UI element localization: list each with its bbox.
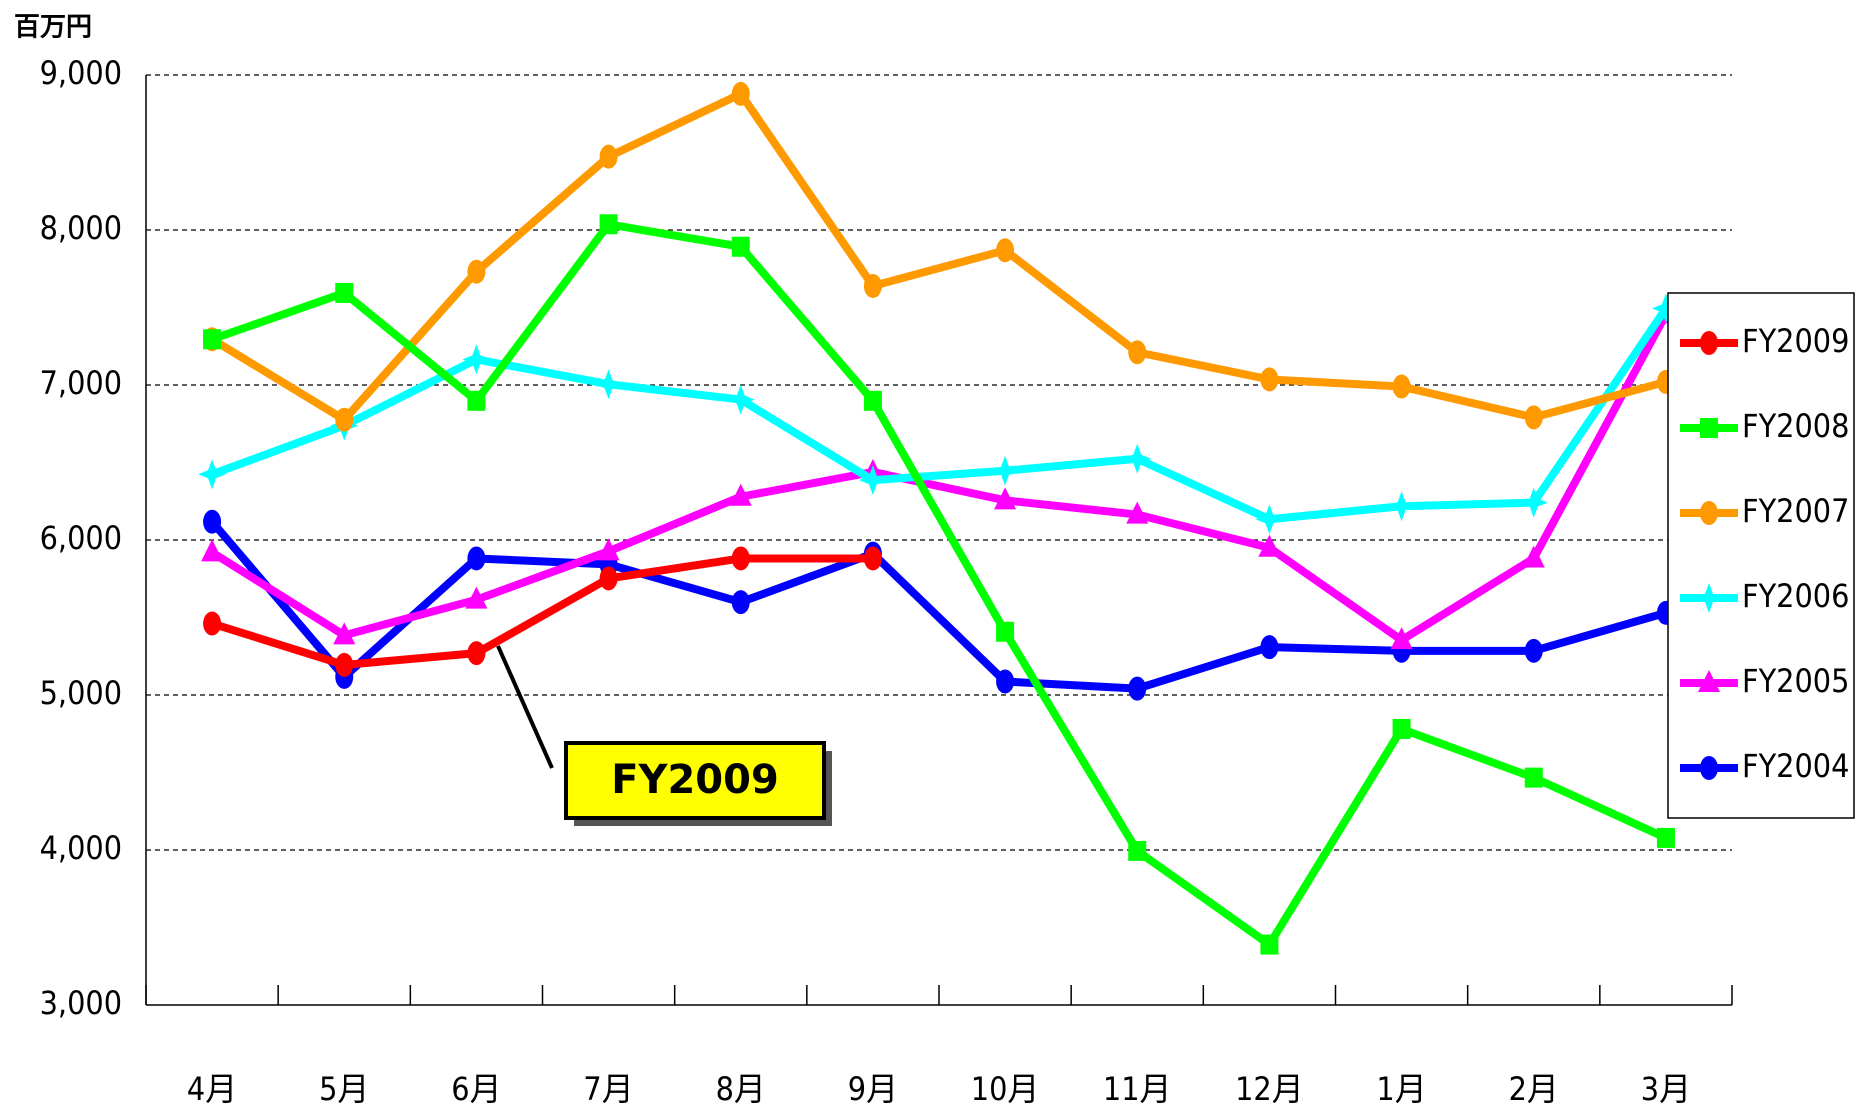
marker	[996, 621, 1015, 642]
marker	[1695, 583, 1723, 613]
marker	[1700, 501, 1718, 525]
marker	[465, 586, 488, 609]
marker	[1700, 756, 1718, 780]
marker	[863, 390, 882, 411]
marker	[198, 459, 227, 490]
y-tick-label: 6,000	[40, 519, 122, 557]
marker	[1524, 638, 1543, 663]
marker	[731, 236, 750, 257]
marker	[467, 641, 486, 666]
legend-label: FY2007	[1742, 492, 1849, 530]
marker	[1126, 501, 1149, 524]
marker	[1255, 504, 1284, 535]
marker	[1651, 293, 1680, 324]
marker	[996, 669, 1015, 694]
x-tick-label: 2月	[1509, 1070, 1559, 1108]
marker	[1700, 418, 1718, 438]
marker	[1258, 534, 1281, 557]
unit-label: 百万円	[14, 13, 92, 43]
marker	[1392, 718, 1411, 739]
marker	[1522, 545, 1545, 568]
y-tick-label: 3,000	[40, 984, 122, 1022]
annotation: FY2009	[611, 757, 779, 803]
x-tick-label: 3月	[1641, 1070, 1691, 1108]
marker	[203, 329, 222, 350]
marker	[467, 546, 486, 571]
marker	[467, 390, 486, 411]
y-tick-label: 8,000	[40, 209, 122, 247]
x-tick-label: 9月	[848, 1070, 898, 1108]
legend-label: FY2004	[1742, 747, 1849, 785]
marker	[1260, 367, 1279, 392]
marker	[858, 465, 887, 496]
marker	[729, 483, 752, 506]
marker	[462, 344, 491, 375]
annotation-leader	[496, 645, 554, 769]
marker	[1128, 340, 1147, 365]
marker	[599, 144, 618, 169]
marker	[1260, 635, 1279, 660]
marker	[1387, 491, 1416, 522]
series-line	[210, 554, 873, 669]
marker	[203, 509, 222, 534]
marker	[597, 538, 620, 561]
series-line	[210, 220, 1668, 949]
marker	[1700, 331, 1718, 355]
marker	[201, 539, 224, 562]
series-line	[209, 312, 1670, 645]
marker	[467, 259, 486, 284]
marker	[863, 273, 882, 298]
marker	[599, 214, 618, 235]
marker	[1524, 767, 1543, 788]
marker	[1524, 405, 1543, 430]
marker	[1128, 840, 1147, 861]
y-tick-label: 5,000	[40, 674, 122, 712]
annotation-box	[564, 741, 826, 820]
y-tick-label: 9,000	[40, 54, 122, 92]
marker	[1128, 676, 1147, 701]
x-tick-label: 4月	[187, 1070, 237, 1108]
marker	[1656, 827, 1675, 848]
marker	[994, 487, 1017, 510]
x-tick-label: 12月	[1235, 1070, 1304, 1108]
marker	[731, 546, 750, 571]
marker	[1123, 443, 1152, 474]
marker	[863, 546, 882, 571]
x-tick-label: 11月	[1103, 1070, 1172, 1108]
series-line	[210, 89, 1667, 424]
series-line	[210, 306, 1670, 524]
marker	[996, 238, 1015, 263]
legend-box	[1667, 292, 1855, 819]
x-tick-label: 7月	[583, 1070, 633, 1108]
marker	[731, 590, 750, 615]
marker	[335, 652, 354, 677]
y-tick-label: 4,000	[40, 829, 122, 867]
marker	[731, 81, 750, 106]
marker	[1390, 627, 1413, 650]
marker	[991, 455, 1020, 486]
marker	[599, 566, 618, 591]
marker	[594, 369, 623, 400]
marker	[1698, 670, 1720, 692]
x-tick-label: 1月	[1376, 1070, 1426, 1108]
series-line	[209, 519, 1668, 693]
marker	[203, 611, 222, 636]
marker	[1260, 934, 1279, 955]
legend-label: FY2009	[1742, 322, 1849, 360]
marker	[1392, 374, 1411, 399]
marker	[335, 407, 354, 432]
legend-label: FY2005	[1742, 662, 1849, 700]
x-tick-label: 10月	[971, 1070, 1040, 1108]
x-tick-label: 5月	[319, 1070, 369, 1108]
y-tick-label: 7,000	[40, 364, 122, 402]
x-tick-label: 6月	[451, 1070, 501, 1108]
legend-label: FY2006	[1742, 577, 1849, 615]
marker	[726, 384, 755, 415]
x-tick-label: 8月	[716, 1070, 766, 1108]
marker	[333, 622, 356, 645]
legend-label: FY2008	[1742, 407, 1849, 445]
marker	[335, 282, 354, 303]
marker	[1519, 487, 1548, 518]
